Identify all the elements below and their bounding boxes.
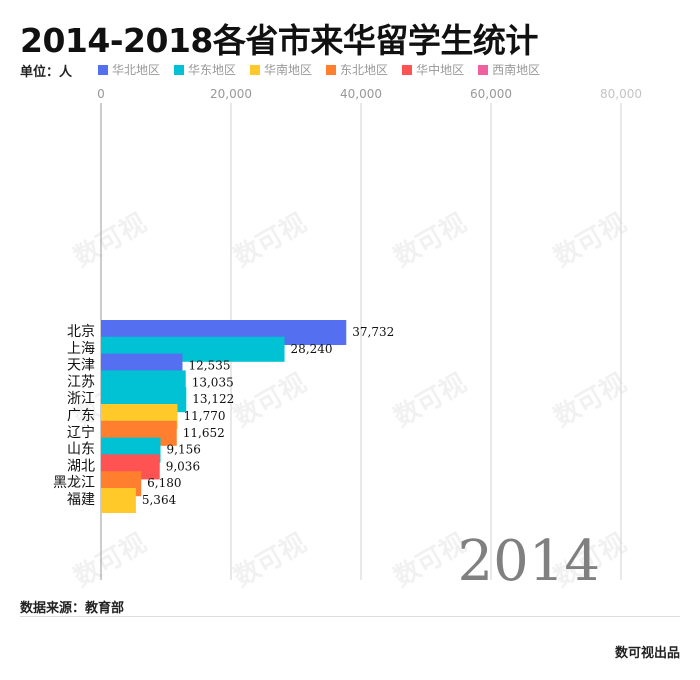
- category-label: 辽宁: [67, 424, 95, 441]
- category-label: 浙江: [67, 391, 95, 407]
- category-label: 广东: [67, 408, 95, 424]
- legend-item[interactable]: 华东地区: [174, 61, 236, 78]
- legend-item[interactable]: 华北地区: [98, 61, 160, 78]
- data-source: 数据来源：教育部: [20, 601, 125, 616]
- legend-swatch: [478, 64, 489, 75]
- legend-label: 华南地区: [264, 63, 313, 77]
- value-label: 9,036: [166, 459, 200, 473]
- year-label: 2014: [457, 529, 600, 594]
- x-tick-label: 0: [97, 87, 105, 101]
- legend-label: 华北地区: [112, 63, 161, 77]
- x-tick-label: 80,000: [600, 87, 642, 101]
- value-label: 37,732: [352, 325, 394, 339]
- legend-swatch: [98, 64, 108, 75]
- legend-label: 华中地区: [416, 63, 465, 77]
- category-label: 上海: [67, 341, 95, 357]
- category-label: 北京: [67, 324, 95, 340]
- footer-divider: [20, 616, 680, 617]
- legend-swatch: [250, 64, 261, 75]
- value-label: 9,156: [167, 443, 201, 457]
- value-label: 6,180: [147, 476, 181, 490]
- legend-swatch: [402, 64, 413, 75]
- legend-item[interactable]: 东北地区: [326, 61, 388, 78]
- value-label: 12,535: [188, 359, 230, 373]
- legend-swatch: [174, 64, 185, 75]
- x-tick-label: 60,000: [470, 87, 512, 101]
- value-label: 5,364: [142, 493, 177, 507]
- x-tick-label: 20,000: [210, 87, 252, 101]
- legend-item[interactable]: 华中地区: [402, 61, 464, 78]
- legend-label: 西南地区: [492, 63, 541, 77]
- legend-item[interactable]: 华南地区: [250, 61, 312, 78]
- value-label: 11,770: [184, 409, 226, 423]
- chart-title: 2014-2018各省市来华留学生统计: [20, 21, 538, 60]
- x-tick-label: 40,000: [340, 87, 382, 101]
- legend-label: 东北地区: [340, 63, 389, 77]
- bar-10: [101, 488, 136, 513]
- legend-item[interactable]: 西南地区: [478, 61, 540, 78]
- value-label: 13,035: [192, 375, 234, 389]
- value-label: 28,240: [291, 342, 333, 356]
- category-label: 江苏: [67, 374, 95, 390]
- category-label: 湖北: [67, 458, 95, 474]
- legend-label: 华东地区: [188, 63, 237, 77]
- value-label: 13,122: [192, 392, 234, 406]
- category-label: 山东: [67, 442, 95, 458]
- brand-credit: 数可视出品: [614, 646, 680, 661]
- value-label: 11,652: [183, 426, 225, 440]
- legend-swatch: [326, 64, 337, 75]
- category-label: 天津: [67, 358, 95, 374]
- legend: 华北地区 华东地区 华南地区 东北地区 华中地区 西南地区: [98, 61, 540, 78]
- bar-chart: 0 20,000 40,000 60,000 80,000 北京上海天津江苏浙江广东辽宁山…: [53, 87, 642, 594]
- category-label: 黑龙江: [53, 475, 95, 491]
- category-label: 福建: [67, 492, 95, 508]
- unit-label: 单位：人: [20, 65, 73, 80]
